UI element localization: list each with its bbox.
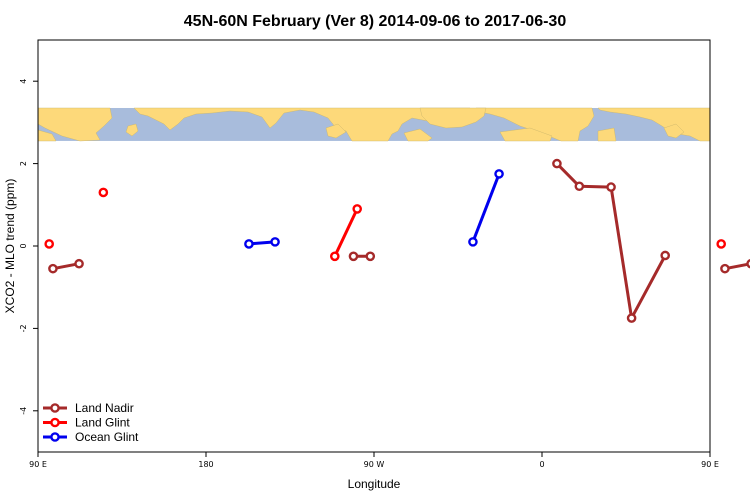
x-tick-label: 90 E [701, 460, 719, 469]
map-land-3 [133, 107, 471, 142]
y-tick-label: 4 [19, 79, 28, 84]
y-tick-label: -4 [19, 407, 28, 415]
ocean-glint-point [468, 237, 478, 247]
map-land-7 [419, 107, 487, 129]
y-tick-label: 0 [19, 243, 28, 248]
chart-title: 45N-60N February (Ver 8) 2014-09-06 to 2… [184, 13, 567, 30]
plot-frame [37, 39, 711, 453]
land-glint-point [98, 187, 109, 198]
legend-label-land-glint: Land Glint [75, 416, 130, 430]
legend-label-ocean-glint: Ocean Glint [75, 430, 139, 444]
map-band [37, 107, 711, 142]
map-land-2 [125, 123, 139, 137]
land-nadir-point [74, 258, 84, 269]
ocean-glint-line [471, 173, 501, 243]
series-land-glint [44, 187, 727, 262]
legend-marker-land-glint [50, 417, 60, 428]
series-land-nadir [48, 158, 750, 323]
land-nadir-point [746, 259, 750, 269]
map-land-4 [325, 123, 347, 139]
land-nadir-point [348, 251, 359, 262]
map-land-5 [403, 128, 433, 142]
land-glint-point [44, 239, 55, 249]
ocean-glint-point [244, 239, 254, 249]
land-nadir-point [552, 158, 562, 169]
land-glint-point [352, 204, 363, 214]
y-tick-label: -2 [19, 324, 28, 332]
land-nadir-point [606, 182, 616, 192]
x-tick-label: 0 [539, 460, 544, 469]
x-tick-label: 180 [198, 460, 213, 469]
y-tick-label: 2 [19, 161, 28, 166]
land-nadir-point [48, 263, 58, 274]
x-axis-label: Longitude [348, 477, 401, 491]
y-axis-label: XCO2 - MLO trend (ppm) [3, 179, 17, 314]
x-tick-label: 90 W [364, 460, 385, 469]
land-glint-line [333, 208, 359, 257]
x-axis: 90 E 180 90 W 0 90 E [29, 452, 719, 469]
land-nadir-point [720, 263, 730, 274]
y-axis: -4 -2 0 2 4 [19, 79, 38, 415]
map-land-10 [663, 123, 685, 139]
series-layer [44, 158, 750, 323]
ocean-glint-point [270, 237, 280, 247]
land-nadir-point [574, 181, 585, 192]
legend-marker-land-nadir [50, 403, 60, 413]
land-glint-point [716, 239, 727, 249]
legend-label-land-nadir: Land Nadir [75, 401, 134, 415]
land-nadir-point [626, 313, 637, 323]
map-land-6 [475, 107, 595, 142]
map-land-0 [37, 107, 113, 142]
ocean-glint-point [494, 169, 504, 179]
legend-marker-ocean-glint [50, 432, 60, 442]
map-land-11 [597, 127, 617, 142]
land-nadir-point [660, 250, 671, 261]
land-nadir-point [365, 251, 376, 262]
series-ocean-glint [244, 169, 504, 249]
land-glint-point [329, 251, 340, 262]
map-land-8 [499, 127, 553, 142]
x-tick-label: 90 E [29, 460, 47, 469]
